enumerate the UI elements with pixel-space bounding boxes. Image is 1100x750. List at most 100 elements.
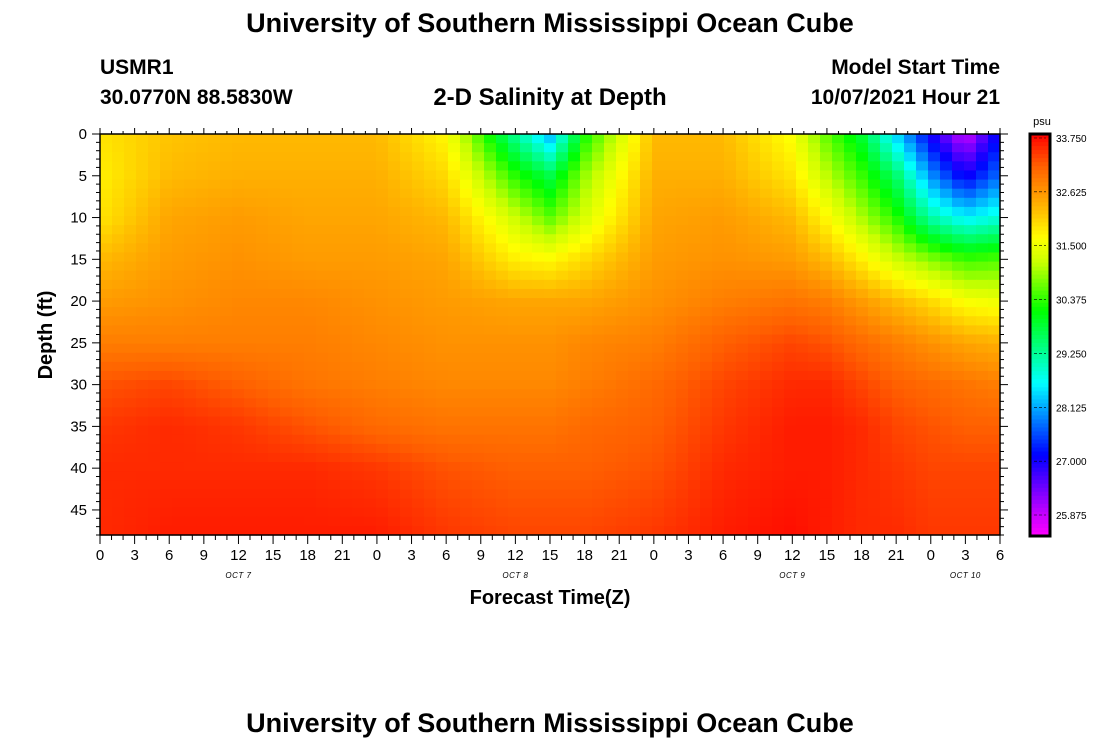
heatmap-cell xyxy=(268,489,281,500)
heatmap-cell xyxy=(964,161,977,172)
heatmap-cell xyxy=(184,143,197,153)
heatmap-cell xyxy=(568,370,581,381)
heatmap-cell xyxy=(292,307,305,317)
heatmap-cell xyxy=(496,525,509,536)
heatmap-cell xyxy=(496,352,509,363)
heatmap-cell xyxy=(532,462,545,472)
heatmap-cell xyxy=(196,270,209,281)
heatmap-cell xyxy=(964,316,977,326)
heatmap-cell xyxy=(328,152,341,162)
heatmap-cell xyxy=(616,243,629,254)
heatmap-cell xyxy=(460,197,473,208)
heatmap-cell xyxy=(232,489,245,500)
heatmap-cell xyxy=(100,316,113,326)
heatmap-cell xyxy=(316,252,329,263)
heatmap-cell xyxy=(808,334,821,345)
heatmap-cell xyxy=(700,498,713,509)
heatmap-cell xyxy=(772,343,785,354)
heatmap-cell xyxy=(448,188,461,199)
heatmap-cell xyxy=(220,161,233,172)
heatmap-cell xyxy=(544,179,557,190)
heatmap-cell xyxy=(196,416,209,427)
model-start-label: Model Start Time xyxy=(831,56,1000,79)
heatmap-cell xyxy=(700,516,713,527)
heatmap-cell xyxy=(280,471,293,481)
heatmap-cell xyxy=(640,398,653,409)
heatmap-cell xyxy=(388,270,401,281)
heatmap-cell xyxy=(508,307,521,317)
heatmap-cell xyxy=(640,234,653,244)
heatmap-cell xyxy=(700,398,713,409)
heatmap-cell xyxy=(796,143,809,153)
heatmap-cell xyxy=(328,525,341,536)
heatmap-cell xyxy=(664,179,677,190)
heatmap-cell xyxy=(400,471,413,481)
heatmap-cell xyxy=(736,507,749,518)
heatmap-cell xyxy=(952,206,965,217)
heatmap-cell xyxy=(532,416,545,427)
heatmap-cell xyxy=(892,225,905,235)
heatmap-cell xyxy=(148,261,161,272)
heatmap-cell xyxy=(532,307,545,317)
heatmap-cell xyxy=(664,525,677,536)
heatmap-cell xyxy=(604,298,617,308)
heatmap-cell xyxy=(772,361,785,372)
heatmap-cell xyxy=(664,370,677,381)
heatmap-cell xyxy=(760,206,773,217)
heatmap-cell xyxy=(100,434,113,445)
heatmap-cell xyxy=(424,134,437,144)
colorbar-segment xyxy=(1030,222,1050,228)
heatmap-cell xyxy=(148,480,161,491)
heatmap-cell xyxy=(412,261,425,272)
heatmap-cell xyxy=(352,161,365,172)
heatmap-cell xyxy=(292,516,305,527)
heatmap-cell xyxy=(724,288,737,299)
heatmap-cell xyxy=(700,152,713,162)
heatmap-cell xyxy=(856,206,869,217)
heatmap-cell xyxy=(112,216,125,226)
heatmap-cell xyxy=(808,516,821,527)
heatmap-cell xyxy=(676,234,689,244)
heatmap-cell xyxy=(292,370,305,381)
heatmap-cell xyxy=(412,516,425,527)
heatmap-cell xyxy=(820,161,833,172)
heatmap-cell xyxy=(604,279,617,290)
heatmap-cell xyxy=(916,325,929,336)
heatmap-cell xyxy=(844,407,857,418)
heatmap-cell xyxy=(268,243,281,254)
heatmap-cell xyxy=(700,197,713,208)
heatmap-cell xyxy=(436,480,449,491)
heatmap-cell xyxy=(280,443,293,454)
heatmap-cell xyxy=(784,370,797,381)
heatmap-cell xyxy=(388,525,401,536)
heatmap-cell xyxy=(196,298,209,308)
heatmap-cell xyxy=(652,370,665,381)
heatmap-cell xyxy=(124,234,137,244)
heatmap-cell xyxy=(832,288,845,299)
heatmap-cell xyxy=(868,380,881,390)
heatmap-cell xyxy=(136,525,149,536)
colorbar-tick-label: 32.625 xyxy=(1056,188,1087,199)
heatmap-cell xyxy=(724,197,737,208)
heatmap-cell xyxy=(988,452,1001,463)
heatmap-cell xyxy=(544,452,557,463)
heatmap-cell xyxy=(784,234,797,244)
heatmap-cell xyxy=(772,197,785,208)
heatmap-cell xyxy=(388,452,401,463)
heatmap-cell xyxy=(472,443,485,454)
heatmap-cell xyxy=(868,434,881,445)
heatmap-cell xyxy=(388,307,401,317)
heatmap-cell xyxy=(568,225,581,235)
heatmap-cell xyxy=(244,316,257,326)
heatmap-cell xyxy=(832,443,845,454)
heatmap-cell xyxy=(664,243,677,254)
heatmap-cell xyxy=(124,370,137,381)
heatmap-cell xyxy=(796,352,809,363)
heatmap-cell xyxy=(772,416,785,427)
heatmap-cell xyxy=(856,361,869,372)
heatmap-cell xyxy=(208,334,221,345)
heatmap-cell xyxy=(988,398,1001,409)
heatmap-cell xyxy=(136,407,149,418)
heatmap-cell xyxy=(256,234,269,244)
heatmap-cell xyxy=(628,134,641,144)
